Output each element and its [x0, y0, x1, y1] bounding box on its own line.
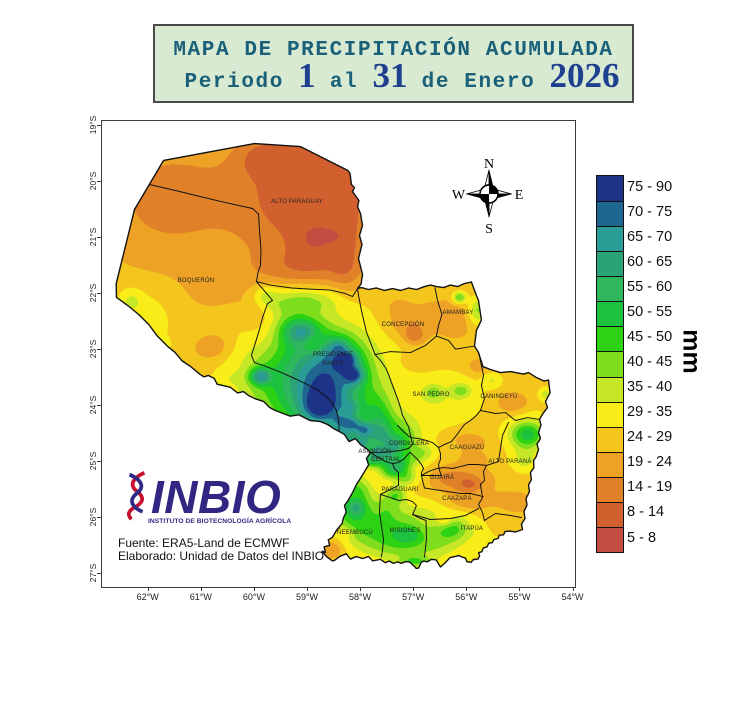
svg-text:S: S — [485, 222, 493, 237]
svg-text:W: W — [452, 188, 466, 203]
svg-text:N: N — [484, 157, 494, 172]
svg-text:E: E — [515, 188, 524, 203]
